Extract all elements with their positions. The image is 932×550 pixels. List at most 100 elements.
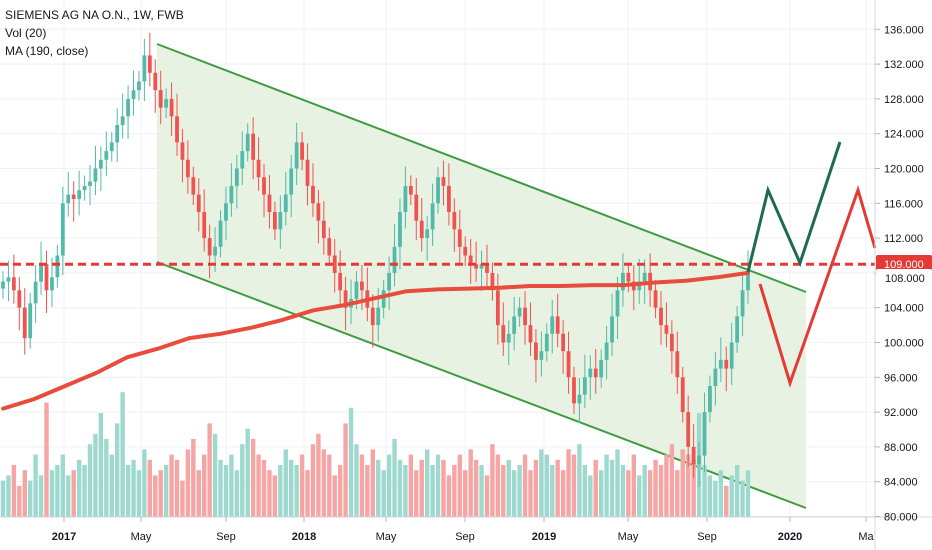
volume-bar <box>185 449 191 517</box>
candle-body <box>180 142 185 160</box>
price-tick-label: 96.000 <box>884 372 918 384</box>
volume-bar <box>332 475 337 517</box>
volume-bar <box>522 454 528 517</box>
legend-volume: Vol (20) <box>5 26 47 40</box>
candle-body <box>403 185 408 212</box>
candle-body <box>153 72 158 91</box>
candle-body <box>370 307 375 326</box>
candle-body <box>680 377 685 413</box>
volume-bar <box>707 475 713 517</box>
time-tick-label: Ma <box>858 531 874 543</box>
candle-body <box>66 194 71 204</box>
volume-bar <box>370 449 375 517</box>
candle-body <box>93 168 98 182</box>
volume-bar <box>76 459 82 517</box>
volume-bar <box>463 470 468 517</box>
volume-bar <box>316 433 321 517</box>
time-tick-label: May <box>618 531 639 543</box>
volume-bar <box>147 459 153 517</box>
candle-body <box>610 316 614 343</box>
volume-bar <box>60 454 66 517</box>
candle-body <box>691 446 696 465</box>
candle-body <box>316 203 321 221</box>
candle-body <box>724 359 729 369</box>
volume-bar <box>354 444 359 517</box>
volume-bar <box>408 454 414 517</box>
candle-body <box>588 368 593 378</box>
volume-bar <box>490 444 495 517</box>
volume-bar <box>620 465 626 517</box>
volume-bar <box>66 475 71 517</box>
volume-bar <box>207 423 212 517</box>
price-tick-label: 84.000 <box>884 477 918 489</box>
volume-bar <box>446 475 452 517</box>
candle-body <box>338 272 343 291</box>
candle-body <box>185 159 190 178</box>
volume-bar <box>82 465 87 517</box>
candle-body <box>490 272 495 291</box>
volume-bar <box>550 465 555 517</box>
candle-body <box>485 264 489 273</box>
candle-body <box>98 159 103 169</box>
candle-body <box>191 177 196 195</box>
volume-bar <box>256 454 261 517</box>
candle-body <box>381 290 386 308</box>
time-tick-label: 2018 <box>292 531 316 543</box>
candle-body <box>686 412 691 447</box>
volume-bar <box>397 459 403 517</box>
candle-body <box>637 281 642 291</box>
candle-body <box>11 277 16 291</box>
price-tick-label: 136.000 <box>884 24 924 36</box>
volume-bar <box>289 459 294 517</box>
volume-bar <box>125 465 131 517</box>
candle-body <box>479 264 484 269</box>
candle-body <box>88 181 92 186</box>
volume-bar <box>327 454 332 517</box>
candle-body <box>544 333 549 352</box>
volume-bar <box>441 459 446 517</box>
volume-bar <box>403 465 408 517</box>
volume-bar <box>588 475 593 517</box>
candle-body <box>289 168 294 195</box>
volume-bar <box>386 454 392 517</box>
candle-body <box>555 316 560 334</box>
volume-bar <box>571 454 577 517</box>
volume-bar <box>104 439 109 517</box>
volume-bar <box>348 407 354 517</box>
candle-body <box>582 377 587 395</box>
candle-body <box>77 190 82 199</box>
candle-body <box>224 203 228 221</box>
volume-bar <box>98 413 104 517</box>
time-tick-label: 2019 <box>532 531 556 543</box>
candle-body <box>33 281 38 304</box>
volume-bar <box>669 444 675 517</box>
candle-body <box>28 303 33 339</box>
candle-body <box>142 55 147 82</box>
volume-bar <box>631 454 637 517</box>
price-tick-label: 128.000 <box>884 94 924 106</box>
volume-bar <box>321 449 327 517</box>
volume-bar <box>55 465 60 517</box>
candle-body <box>566 351 571 378</box>
volume-bar <box>169 454 174 517</box>
candle-body <box>169 98 174 117</box>
candles <box>1 32 750 487</box>
volume-bar <box>484 475 490 517</box>
volume-bar <box>6 475 11 517</box>
volume-bar <box>555 459 560 517</box>
candle-body <box>343 290 348 308</box>
volume-bar <box>174 459 180 517</box>
candle-body <box>463 246 468 256</box>
legend-moving-average: MA (190, close) <box>5 44 89 58</box>
volume-bar <box>223 465 229 517</box>
volume-bar <box>435 454 441 517</box>
candle-body <box>452 212 457 230</box>
candle-body <box>126 98 130 117</box>
volume-bar <box>87 444 93 517</box>
volume-bar <box>93 433 98 517</box>
volume-bar <box>582 465 588 517</box>
time-tick-label: Sep <box>455 531 475 543</box>
volume-bar <box>376 459 381 517</box>
volume-bar <box>637 475 642 517</box>
